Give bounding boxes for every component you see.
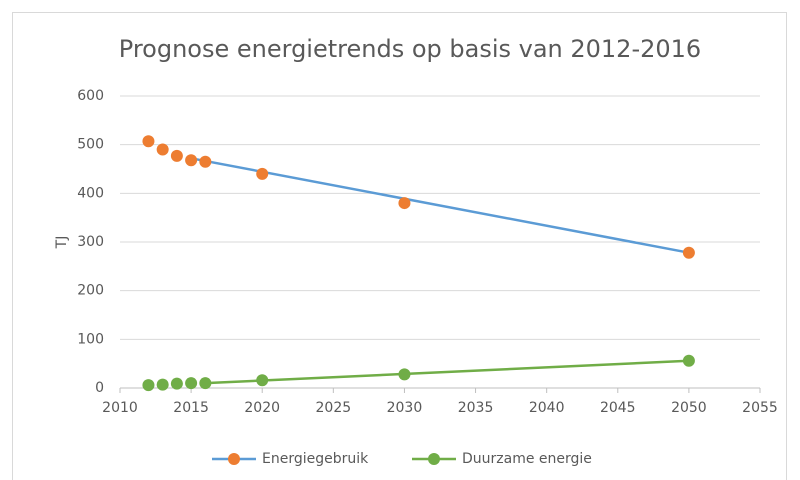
point [170, 149, 183, 162]
point [156, 143, 169, 156]
y-tick-label: 300 [77, 234, 104, 250]
point [170, 377, 183, 390]
point [142, 379, 155, 392]
point [199, 155, 212, 168]
x-tick-label: 2035 [458, 400, 494, 416]
x-tick-label: 2015 [173, 400, 209, 416]
x-tick-label: 2045 [600, 400, 636, 416]
y-tick-label: 100 [77, 331, 104, 347]
point [398, 197, 411, 210]
legend-label: Duurzame energie [462, 451, 592, 467]
point [199, 377, 212, 390]
legend-marker [428, 453, 440, 465]
point [682, 354, 695, 367]
trendline [205, 359, 689, 385]
x-tick-label: 2030 [387, 400, 423, 416]
point [398, 368, 411, 381]
x-tick-label: 2020 [244, 400, 280, 416]
trendline [190, 157, 690, 254]
point [185, 154, 198, 167]
point [142, 135, 155, 148]
x-tick-label: 2055 [742, 400, 778, 416]
point [682, 246, 695, 259]
y-tick-label: 500 [77, 137, 104, 153]
legend-label: Energiegebruik [262, 451, 369, 467]
point [185, 377, 198, 390]
point [256, 167, 269, 180]
y-tick-label: 600 [77, 88, 104, 104]
x-tick-label: 2040 [529, 400, 565, 416]
y-axis-label: TJ [54, 236, 70, 250]
x-tick-label: 2050 [671, 400, 707, 416]
point [256, 374, 269, 387]
x-tick-label: 2025 [316, 400, 352, 416]
point [156, 378, 169, 391]
chart-title: Prognose energietrends op basis van 2012… [119, 35, 701, 63]
y-tick-label: 0 [95, 380, 104, 396]
y-tick-label: 400 [77, 185, 104, 201]
legend-marker [228, 453, 240, 465]
x-tick-label: 2010 [102, 400, 138, 416]
y-tick-label: 200 [77, 283, 104, 299]
